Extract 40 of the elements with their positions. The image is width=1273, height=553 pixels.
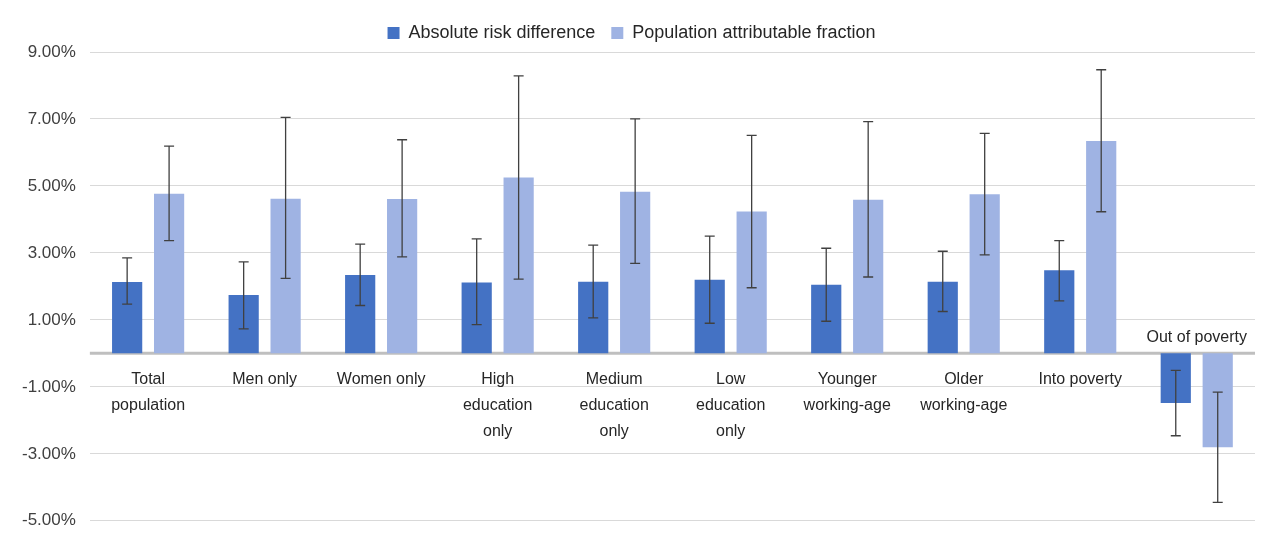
bar (969, 194, 1000, 354)
bar (153, 193, 185, 354)
y-tick-label: 5.00% (27, 175, 76, 195)
bar (1044, 270, 1075, 354)
y-tick-label: -3.00% (21, 443, 76, 463)
x-tick-label: Women only (336, 369, 426, 387)
bar (736, 211, 767, 354)
bar (503, 177, 534, 354)
bar (1202, 353, 1233, 448)
bar (387, 199, 418, 354)
bar (927, 281, 958, 354)
x-tick-label: Men only (232, 369, 298, 387)
y-tick-label: -5.00% (21, 510, 76, 530)
bar (345, 275, 376, 354)
bar (694, 279, 725, 354)
bar (461, 282, 492, 354)
x-tick-label: Out of poverty (1146, 327, 1247, 345)
x-tick-label: Medium education only (579, 369, 649, 439)
x-tick-label: Into poverty (1038, 369, 1123, 387)
y-tick-label: 3.00% (27, 242, 76, 262)
bar (1160, 353, 1191, 403)
legend-label: Absolute risk difference (408, 21, 596, 42)
bar (228, 295, 259, 354)
x-tick-label: High education only (462, 369, 533, 439)
bar (853, 199, 884, 354)
bar (620, 191, 651, 354)
x-tick-label: Total population (111, 369, 186, 413)
x-tick-label: Younger working-age (802, 369, 891, 413)
y-tick-label: 7.00% (27, 108, 76, 128)
legend-label: Population attributable fraction (632, 21, 876, 42)
x-tick-label: Low education only (695, 369, 766, 439)
bar (578, 281, 609, 354)
y-tick-label: 9.00% (27, 41, 76, 61)
y-tick-label: -1.00% (21, 376, 76, 396)
bar (811, 284, 842, 354)
bar (112, 282, 143, 354)
bar (270, 198, 301, 354)
x-tick-label: Older working-age (919, 369, 1008, 413)
bar (1086, 141, 1117, 354)
y-tick-label: 1.00% (27, 309, 76, 329)
